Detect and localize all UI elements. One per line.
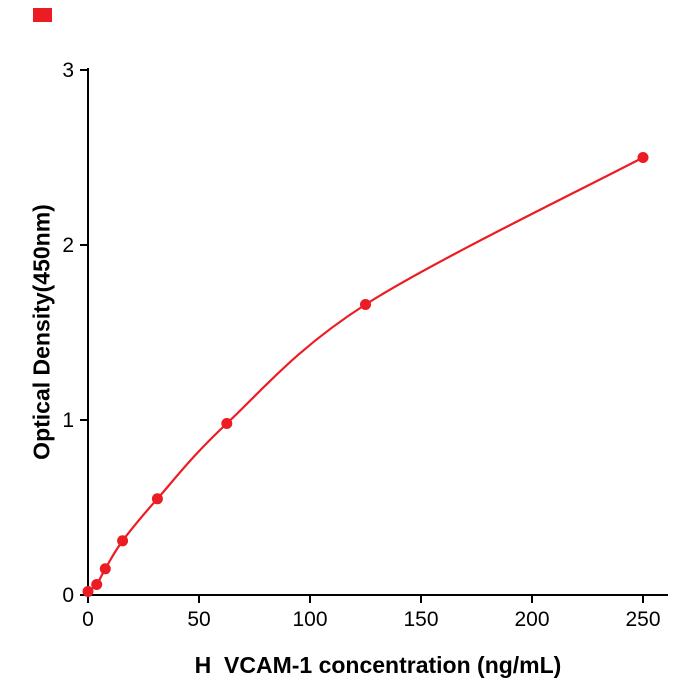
y-tick-label: 2 xyxy=(62,234,74,257)
x-tick-label: 50 xyxy=(187,608,210,631)
y-tick-label: 0 xyxy=(62,584,74,607)
x-tick-label: 250 xyxy=(625,608,660,631)
y-axis-label: Optical Density(450nm) xyxy=(28,204,55,460)
data-point xyxy=(151,493,163,505)
data-point xyxy=(99,563,111,575)
red-square-marker xyxy=(33,8,52,22)
x-tick-label: 0 xyxy=(82,608,94,631)
x-tick-label: 150 xyxy=(403,608,438,631)
data-point xyxy=(82,586,94,597)
data-point xyxy=(637,152,649,163)
data-point xyxy=(91,579,103,590)
data-point xyxy=(117,535,129,547)
x-axis-label: H VCAM-1 concentration (ng/mL) xyxy=(194,652,562,678)
x-tick-label: 200 xyxy=(514,608,549,631)
data-point xyxy=(221,418,233,429)
x-tick-label: 100 xyxy=(292,608,327,631)
y-tick-label: 3 xyxy=(62,59,74,82)
y-tick-label: 1 xyxy=(62,409,74,432)
data-point xyxy=(360,299,371,310)
standard-curve-line xyxy=(87,156,644,593)
